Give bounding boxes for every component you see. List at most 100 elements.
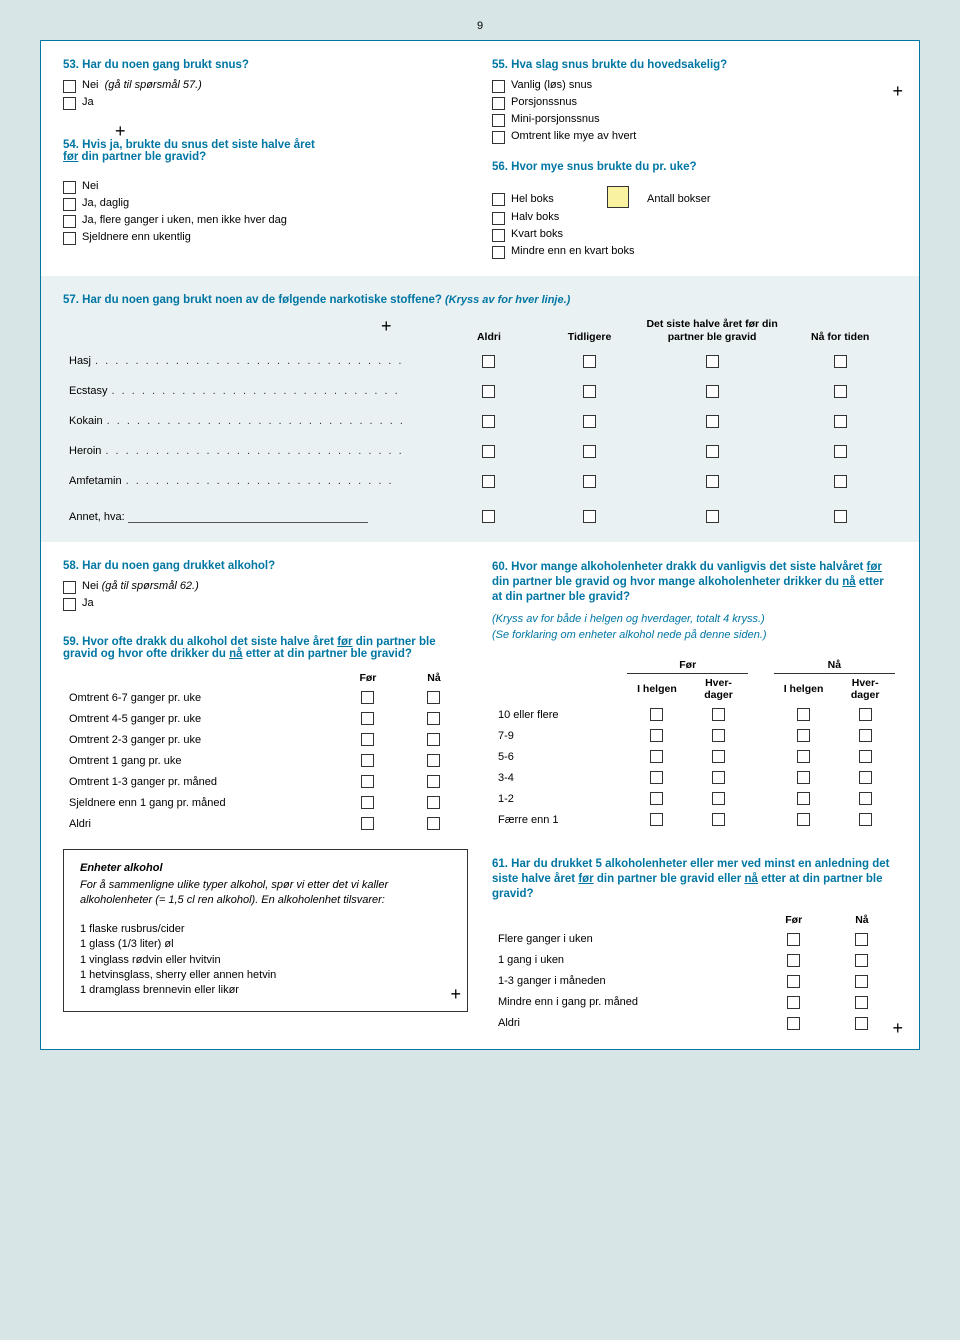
q56-opt-1[interactable]: Halv boks — [492, 211, 897, 225]
checkbox[interactable] — [797, 771, 810, 784]
checkbox[interactable] — [492, 246, 505, 259]
checkbox[interactable] — [859, 750, 872, 763]
checkbox[interactable] — [859, 771, 872, 784]
checkbox[interactable] — [787, 954, 800, 967]
checkbox[interactable] — [712, 792, 725, 805]
checkbox[interactable] — [361, 796, 374, 809]
checkbox[interactable] — [712, 729, 725, 742]
checkbox[interactable] — [797, 729, 810, 742]
checkbox[interactable] — [797, 708, 810, 721]
checkbox[interactable] — [492, 80, 505, 93]
q56-opt-0[interactable]: Hel boks Antall bokser — [492, 190, 897, 208]
checkbox[interactable] — [427, 775, 440, 788]
checkbox[interactable] — [797, 813, 810, 826]
checkbox[interactable] — [482, 415, 495, 428]
checkbox[interactable] — [706, 415, 719, 428]
q55-opt-3[interactable]: Omtrent like mye av hvert — [492, 130, 897, 144]
checkbox[interactable] — [583, 415, 596, 428]
checkbox[interactable] — [834, 445, 847, 458]
checkbox[interactable] — [859, 792, 872, 805]
q55-opt-1[interactable]: Porsjonssnus — [492, 96, 897, 110]
q54-opt-2[interactable]: Ja, flere ganger i uken, men ikke hver d… — [63, 214, 468, 228]
checkbox[interactable] — [834, 385, 847, 398]
q54-opt-3[interactable]: Sjeldnere enn ukentlig — [63, 231, 468, 245]
checkbox[interactable] — [583, 510, 596, 523]
checkbox[interactable] — [712, 750, 725, 763]
annet-input-line[interactable] — [128, 513, 368, 523]
checkbox[interactable] — [787, 933, 800, 946]
checkbox[interactable] — [650, 792, 663, 805]
checkbox[interactable] — [482, 385, 495, 398]
checkbox[interactable] — [583, 475, 596, 488]
checkbox[interactable] — [712, 813, 725, 826]
checkbox[interactable] — [361, 817, 374, 830]
checkbox[interactable] — [650, 813, 663, 826]
checkbox[interactable] — [427, 691, 440, 704]
checkbox[interactable] — [63, 198, 76, 211]
q53-opt-nei[interactable]: Nei (gå til spørsmål 57.) — [63, 79, 468, 93]
q54-opt-0[interactable]: Nei — [63, 180, 468, 194]
q53-opt-ja[interactable]: Ja — [63, 96, 468, 110]
checkbox[interactable] — [583, 355, 596, 368]
checkbox[interactable] — [492, 114, 505, 127]
checkbox[interactable] — [361, 712, 374, 725]
checkbox[interactable] — [482, 355, 495, 368]
checkbox[interactable] — [427, 733, 440, 746]
checkbox[interactable] — [427, 817, 440, 830]
checkbox[interactable] — [63, 181, 76, 194]
checkbox[interactable] — [361, 754, 374, 767]
checkbox[interactable] — [482, 510, 495, 523]
checkbox[interactable] — [855, 933, 868, 946]
checkbox[interactable] — [706, 445, 719, 458]
checkbox[interactable] — [63, 232, 76, 245]
checkbox[interactable] — [855, 954, 868, 967]
checkbox[interactable] — [427, 754, 440, 767]
checkbox[interactable] — [855, 975, 868, 988]
q55-opt-0[interactable]: Vanlig (løs) snus — [492, 79, 897, 93]
q54-opt-1[interactable]: Ja, daglig — [63, 197, 468, 211]
checkbox[interactable] — [361, 691, 374, 704]
checkbox[interactable] — [427, 712, 440, 725]
checkbox[interactable] — [427, 796, 440, 809]
checkbox[interactable] — [583, 385, 596, 398]
checkbox[interactable] — [492, 193, 505, 206]
checkbox[interactable] — [706, 355, 719, 368]
checkbox[interactable] — [361, 733, 374, 746]
checkbox[interactable] — [834, 510, 847, 523]
checkbox[interactable] — [650, 750, 663, 763]
checkbox[interactable] — [650, 771, 663, 784]
checkbox[interactable] — [706, 510, 719, 523]
checkbox[interactable] — [361, 775, 374, 788]
checkbox[interactable] — [834, 355, 847, 368]
q55-opt-2[interactable]: Mini-porsjonssnus — [492, 113, 897, 127]
checkbox[interactable] — [482, 445, 495, 458]
checkbox[interactable] — [492, 97, 505, 110]
checkbox[interactable] — [63, 598, 76, 611]
checkbox[interactable] — [859, 729, 872, 742]
checkbox[interactable] — [855, 1017, 868, 1030]
checkbox[interactable] — [650, 708, 663, 721]
q58-opt-nei[interactable]: Nei (gå til spørsmål 62.) — [63, 580, 468, 594]
checkbox[interactable] — [482, 475, 495, 488]
checkbox[interactable] — [63, 97, 76, 110]
checkbox[interactable] — [834, 415, 847, 428]
checkbox[interactable] — [787, 996, 800, 1009]
checkbox[interactable] — [492, 229, 505, 242]
checkbox[interactable] — [712, 708, 725, 721]
q56-opt-3[interactable]: Mindre enn en kvart boks — [492, 245, 897, 259]
checkbox[interactable] — [797, 792, 810, 805]
q58-opt-ja[interactable]: Ja — [63, 597, 468, 611]
checkbox[interactable] — [63, 581, 76, 594]
checkbox[interactable] — [650, 729, 663, 742]
checkbox[interactable] — [492, 212, 505, 225]
checkbox[interactable] — [706, 385, 719, 398]
checkbox[interactable] — [63, 80, 76, 93]
checkbox[interactable] — [492, 131, 505, 144]
antall-input[interactable] — [607, 186, 629, 208]
checkbox[interactable] — [787, 1017, 800, 1030]
checkbox[interactable] — [855, 996, 868, 1009]
checkbox[interactable] — [859, 708, 872, 721]
checkbox[interactable] — [797, 750, 810, 763]
checkbox[interactable] — [787, 975, 800, 988]
checkbox[interactable] — [712, 771, 725, 784]
